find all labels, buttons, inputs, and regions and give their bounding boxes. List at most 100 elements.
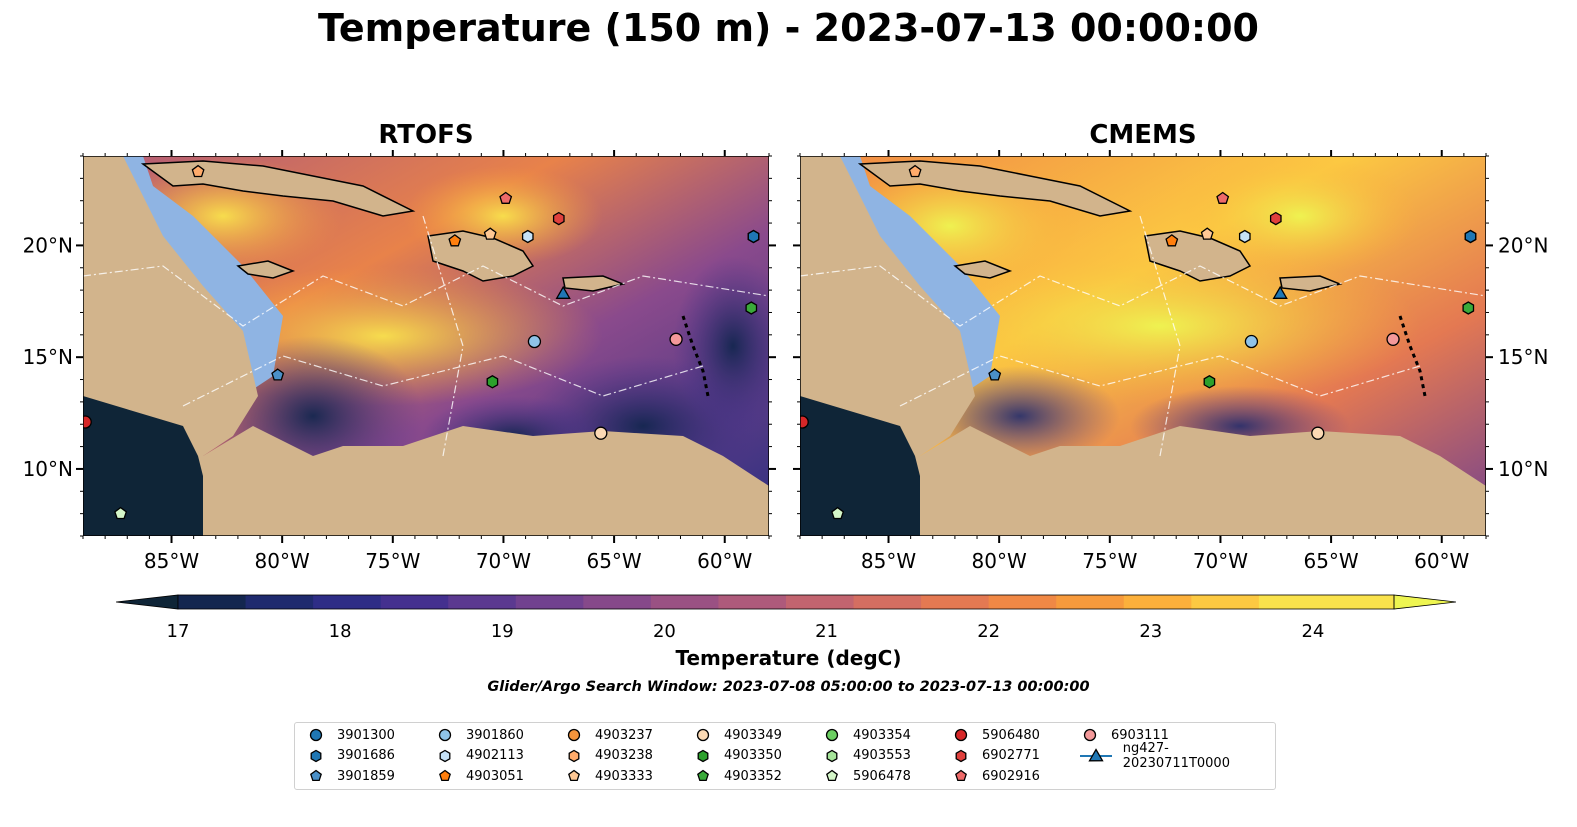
legend-marker-icon xyxy=(568,749,580,762)
legend-item: 3901860 xyxy=(434,725,524,745)
eez-boundary xyxy=(800,265,1486,327)
colorbar-tick-label: 24 xyxy=(1301,621,1324,642)
float-marker-6903111 xyxy=(1386,332,1400,346)
legend-label: 4903352 xyxy=(724,768,782,784)
south-america-land xyxy=(203,426,769,536)
pacific-cold xyxy=(83,396,218,536)
float-marker-3901686 xyxy=(747,229,760,244)
colorbar-tick-label: 18 xyxy=(329,621,352,642)
south-america-land xyxy=(920,426,1486,536)
colorbar-segment xyxy=(1258,595,1327,609)
float-marker-5906480 xyxy=(83,415,92,429)
jamaica xyxy=(953,260,1013,279)
legend-label: 3901859 xyxy=(337,768,395,784)
x-tick-label: 65°W xyxy=(586,549,641,573)
y-tick-label-right: 15°N xyxy=(1498,345,1548,369)
x-tick-label: 75°W xyxy=(365,549,420,573)
float-marker-4902113 xyxy=(1238,229,1251,244)
legend-item: 3901859 xyxy=(305,766,395,786)
legend-marker-icon xyxy=(438,728,452,742)
colorbar-segment xyxy=(313,595,382,609)
colorbar-segment xyxy=(583,595,652,609)
search-window-text: Glider/Argo Search Window: 2023-07-08 05… xyxy=(487,679,1090,695)
legend-marker-icon xyxy=(309,728,323,742)
legend-label: 4903237 xyxy=(595,727,653,743)
cuba xyxy=(140,160,416,217)
legend-marker-icon xyxy=(439,769,451,782)
legend-item: 4903352 xyxy=(692,766,782,786)
colorbar-segment xyxy=(650,595,719,609)
float-marker-4903238-ext xyxy=(191,164,205,178)
float-marker-3901860 xyxy=(1244,334,1259,349)
cmems-map xyxy=(800,156,1486,536)
float-marker-4903350 xyxy=(486,375,499,389)
float-marker-5906478 xyxy=(831,506,845,520)
eez-boundary-2 xyxy=(182,355,704,407)
legend-item: 5906478 xyxy=(821,766,911,786)
y-tick-label-left: 20°N xyxy=(23,233,73,257)
legend-marker-icon xyxy=(310,749,322,762)
float-marker-3901859 xyxy=(988,368,1002,381)
legend-marker-icon xyxy=(310,769,322,782)
legend-marker-icon xyxy=(1083,728,1097,742)
colorbar-tick-label: 23 xyxy=(1139,621,1162,642)
legend-item: 3901686 xyxy=(305,746,395,766)
legend-marker-icon xyxy=(439,749,451,762)
colorbar-extend-low xyxy=(116,594,179,610)
legend-item: ng427-20230711T0000 xyxy=(1079,741,1275,771)
legend-item: 4903354 xyxy=(821,725,911,745)
puerto-rico xyxy=(1279,275,1343,292)
cuba xyxy=(857,160,1133,217)
eez-boundary-3 xyxy=(422,215,464,457)
legend-item: 6902916 xyxy=(950,766,1040,786)
float-marker-3901686 xyxy=(1464,229,1477,244)
legend-label: 6902916 xyxy=(982,768,1040,784)
legend-marker-icon xyxy=(697,749,709,762)
colorbar-segment xyxy=(515,595,584,609)
colorbar xyxy=(116,594,1456,610)
x-tick-label: 80°W xyxy=(972,549,1027,573)
float-marker-6902771 xyxy=(552,211,565,226)
x-tick-label: 80°W xyxy=(255,549,310,573)
float-marker-5906478 xyxy=(114,506,128,520)
legend-marker-icon xyxy=(954,728,968,742)
legend-item: 4903238 xyxy=(563,746,653,766)
float-marker-4903238-ext xyxy=(908,164,922,178)
colorbar-segment xyxy=(988,595,1057,609)
float-marker-4903349 xyxy=(1311,426,1325,440)
float-marker-4902113 xyxy=(521,229,534,244)
legend-marker-icon xyxy=(696,728,710,742)
legend-label: 4903553 xyxy=(853,748,911,763)
colorbar-segment xyxy=(1191,595,1260,609)
legend-label: 4903238 xyxy=(595,748,653,763)
colorbar-tick-label: 22 xyxy=(977,621,1000,642)
x-tick-label: 65°W xyxy=(1303,549,1358,573)
legend-label: 3901860 xyxy=(466,727,524,743)
legend-label: 5906480 xyxy=(982,727,1040,743)
colorbar-segment xyxy=(853,595,922,609)
legend-label: 4903350 xyxy=(724,748,782,763)
colorbar-segment xyxy=(718,595,787,609)
colorbar-segment xyxy=(1056,595,1125,609)
float-markers xyxy=(83,164,760,520)
legend-item: 4903051 xyxy=(434,766,524,786)
x-tick-label: 85°W xyxy=(861,549,916,573)
legend-item: 4902113 xyxy=(434,746,524,766)
float-marker-ng427-20230711T0000 xyxy=(555,285,571,299)
legend-label: ng427-20230711T0000 xyxy=(1122,740,1230,771)
float-marker-5906480 xyxy=(800,415,809,429)
legend-label: 4903051 xyxy=(466,768,524,784)
float-marker-4903051 xyxy=(448,234,462,247)
float-marker-4903349 xyxy=(594,426,608,440)
colorbar-label: Temperature (degC) xyxy=(675,646,902,670)
colorbar-tick-labels: 17 18 19 20 21 22 23 24 xyxy=(167,621,1325,642)
eez-boundary xyxy=(83,265,769,327)
legend-label: 4903354 xyxy=(853,727,911,743)
eez-boundary-3 xyxy=(1139,215,1181,457)
colorbar-tick-label: 21 xyxy=(815,621,838,642)
legend-item: 3901300 xyxy=(305,725,395,745)
x-tick-label: 85°W xyxy=(144,549,199,573)
colorbar-segment xyxy=(380,595,449,609)
figure-title: Temperature (150 m) - 2023-07-13 00:00:0… xyxy=(317,6,1259,50)
legend-item: 4903350 xyxy=(692,746,782,766)
